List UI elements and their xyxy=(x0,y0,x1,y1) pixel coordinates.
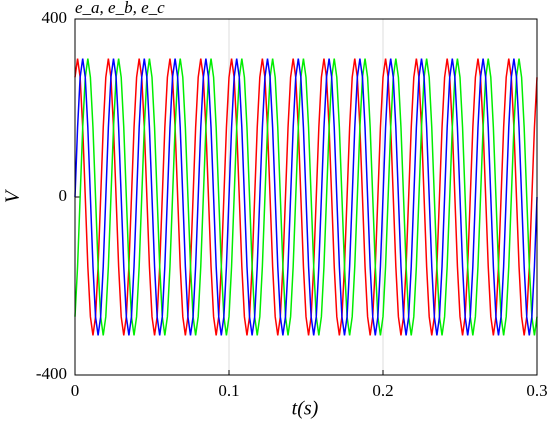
series-line xyxy=(74,58,538,336)
plot-frame xyxy=(74,18,538,376)
series-line xyxy=(74,58,538,336)
series-line xyxy=(74,58,538,336)
x-axis-label: t(s) xyxy=(292,398,319,420)
y-tick-label: 400 xyxy=(42,8,68,27)
y-axis-label: V xyxy=(2,188,24,203)
x-tick-label: 0.2 xyxy=(372,381,393,400)
x-tick-label: 0.1 xyxy=(218,381,239,400)
y-tick-label: -400 xyxy=(36,364,67,383)
x-tick-label: 0 xyxy=(71,381,80,400)
chart-title: e_a, e_b, e_c xyxy=(75,0,165,17)
y-tick-label: 0 xyxy=(59,186,68,205)
x-tick-label: 0.3 xyxy=(526,381,547,400)
